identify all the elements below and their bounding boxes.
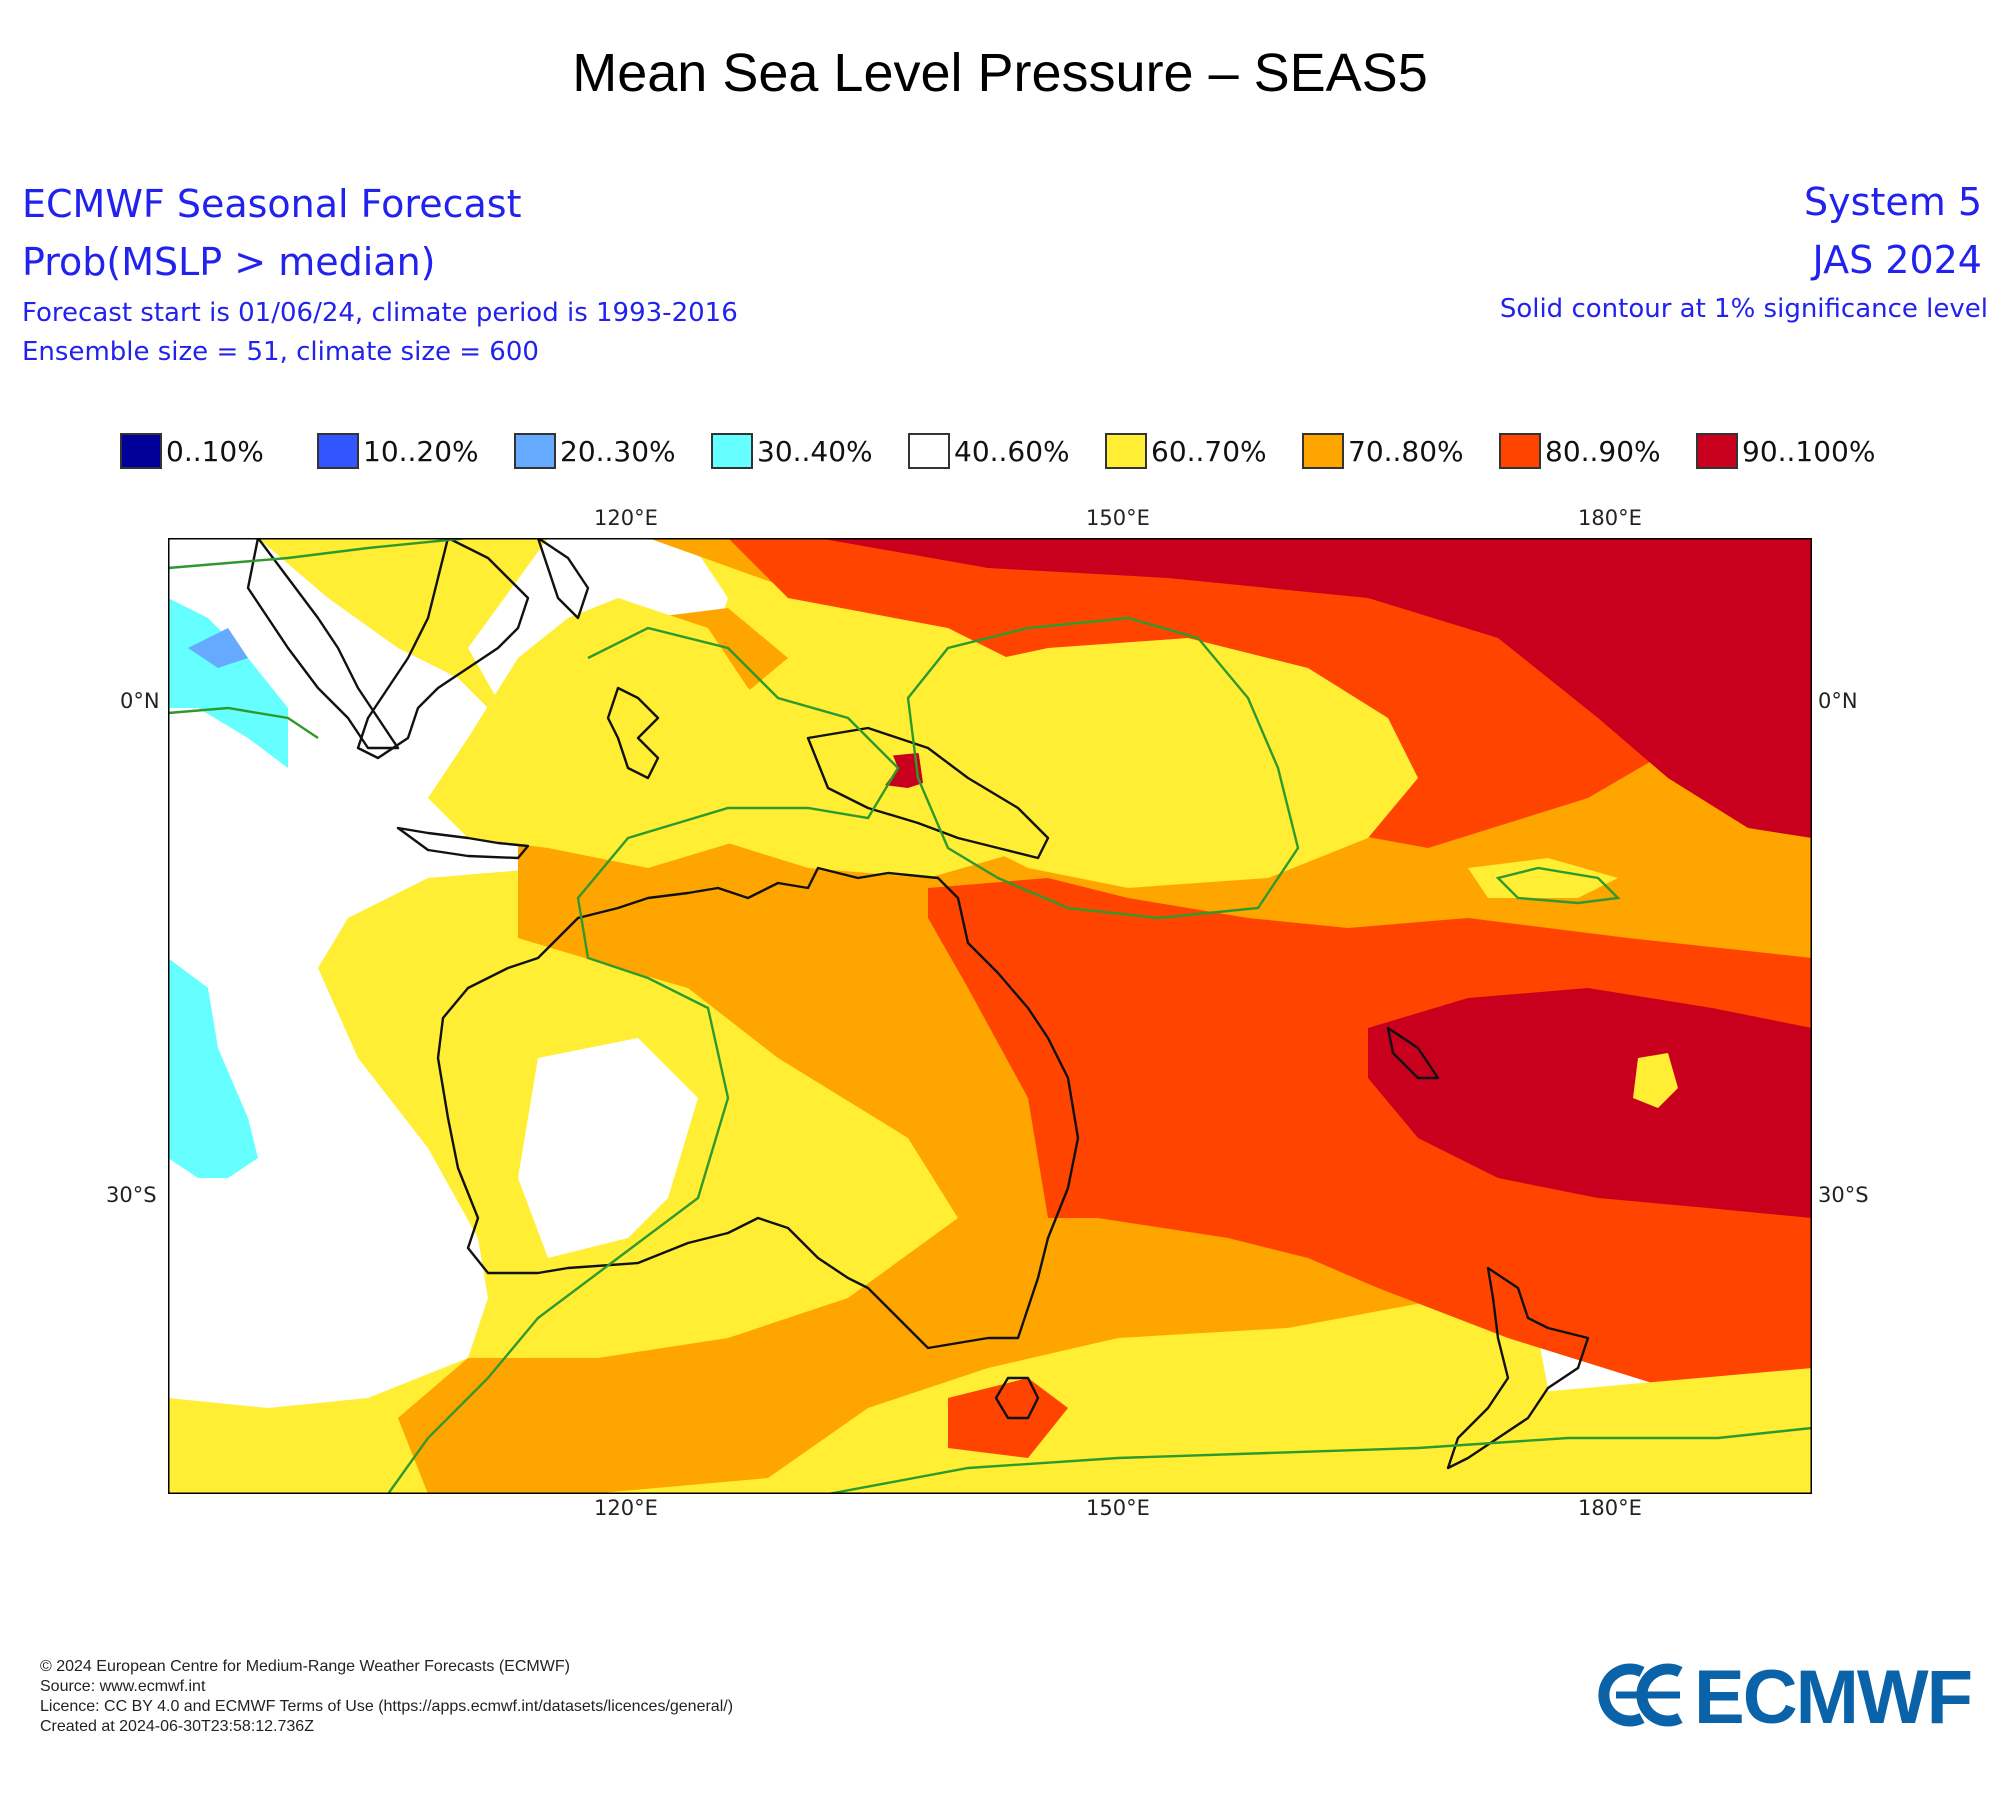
legend-swatch (711, 433, 753, 469)
legend-swatch (1105, 433, 1147, 469)
field-region-yellow (1248, 1368, 1812, 1494)
header-forecast-start: Forecast start is 01/06/24, climate peri… (22, 298, 738, 328)
significance-contour (1495, 866, 1621, 905)
header-forecast-name: ECMWF Seasonal Forecast (22, 182, 522, 226)
field-region-yellow (1468, 858, 1618, 898)
lon-label-bottom: 120°E (594, 1496, 658, 1520)
field-region-crimson (818, 538, 1812, 838)
significance-contour (387, 626, 900, 1494)
field-region-yellow (1633, 1053, 1678, 1108)
lon-label-top: 180°E (1578, 506, 1642, 530)
page-title: Mean Sea Level Pressure – SEAS5 (572, 43, 1428, 103)
legend-swatch (1302, 433, 1344, 469)
significance-contours (168, 538, 1812, 1494)
lat-label-left: 30°S (106, 1183, 157, 1207)
legend-label: 30..40% (757, 434, 873, 468)
logo-arc-left (1598, 1663, 1645, 1727)
ecmwf-logo-icon (1598, 1663, 1683, 1727)
header-significance: Solid contour at 1% significance level (1499, 294, 1988, 324)
legend-label: 70..80% (1348, 434, 1464, 468)
lon-label-top: 120°E (594, 506, 658, 530)
legend-item: 40..60% (908, 431, 1070, 471)
legend-swatch (514, 433, 556, 469)
coastline-philippines (536, 538, 590, 620)
lon-label-top: 150°E (1086, 506, 1150, 530)
legend-label: 60..70% (1151, 434, 1267, 468)
legend-item: 30..40% (711, 431, 873, 471)
legend-item: 10..20% (317, 431, 479, 471)
header-ensemble-size: Ensemble size = 51, climate size = 600 (22, 337, 539, 367)
field-region-cyan (168, 958, 258, 1178)
ecmwf-logo-text: ECMWF (1694, 1655, 1973, 1740)
legend-item: 70..80% (1302, 431, 1464, 471)
lat-label-right: 0°N (1818, 689, 1858, 713)
coastline-new-guinea (806, 726, 1050, 860)
field-region-cyan (168, 598, 288, 768)
footer-licence: Licence: CC BY 4.0 and ECMWF Terms of Us… (40, 1698, 734, 1715)
legend-label: 80..90% (1545, 434, 1661, 468)
lat-label-right: 30°S (1818, 1183, 1869, 1207)
significance-contour (168, 538, 469, 570)
legend-item: 80..90% (1499, 431, 1661, 471)
significance-contour (168, 706, 319, 739)
coastline-tasmania (994, 1376, 1040, 1420)
significance-contour (827, 1426, 1812, 1494)
coastline-new-caledonia (1386, 1026, 1440, 1080)
legend-swatch (1499, 433, 1541, 469)
legend-label: 0..10% (166, 434, 264, 468)
legend-label: 40..60% (954, 434, 1070, 468)
lat-label-left: 0°N (120, 689, 160, 713)
legend-label: 10..20% (363, 434, 479, 468)
probability-field (168, 538, 1812, 1494)
legend-item: 60..70% (1105, 431, 1267, 471)
coastline-sulawesi (606, 686, 660, 780)
coastline-australia (436, 866, 1080, 1350)
legend-label: 90..100% (1742, 434, 1876, 468)
map-panel (168, 538, 1812, 1494)
coastline-new-zealand (1446, 1266, 1590, 1470)
lon-label-bottom: 180°E (1578, 1496, 1642, 1520)
legend-item: 90..100% (1696, 431, 1875, 471)
legend-item: 0..10% (120, 431, 264, 471)
legend-item: 20..30% (514, 431, 676, 471)
header-system: System 5 (1804, 180, 1982, 224)
footer-created: Created at 2024-06-30T23:58:12.736Z (40, 1718, 314, 1735)
ecmwf-logo: ECMWF (1596, 1655, 1973, 1740)
significance-contour (906, 616, 1300, 920)
coastlines (246, 538, 1590, 1470)
footer-copyright: © 2024 European Centre for Medium-Range … (40, 1658, 570, 1675)
legend-swatch (317, 433, 359, 469)
footer-source: Source: www.ecmwf.int (40, 1678, 206, 1695)
coastline-java (396, 826, 530, 860)
field-region-yellow (428, 598, 898, 868)
coastline-borneo (356, 538, 530, 760)
header-period: JAS 2024 (1812, 238, 1982, 282)
legend-swatch (1696, 433, 1738, 469)
field-region-lightblue (188, 628, 248, 668)
lon-label-bottom: 150°E (1086, 1496, 1150, 1520)
legend-swatch (908, 433, 950, 469)
field-region-crimson (1368, 988, 1812, 1218)
field-region-white (518, 1038, 698, 1258)
legend-label: 20..30% (560, 434, 676, 468)
coastline-sumatra (246, 538, 400, 750)
header-variable: Prob(MSLP > median) (22, 240, 436, 284)
legend-swatch (120, 433, 162, 469)
